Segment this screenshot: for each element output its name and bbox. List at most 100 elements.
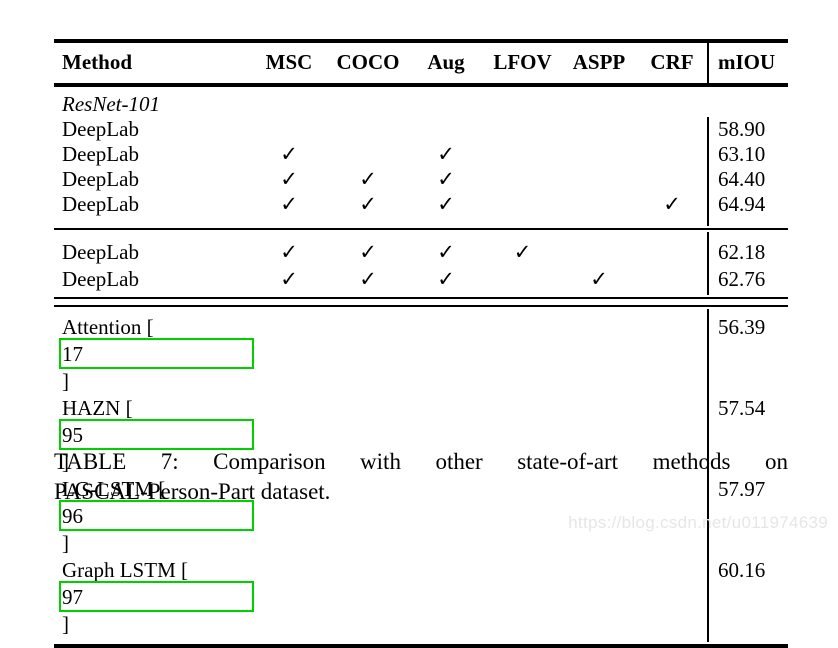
checkmark-icon: ✓ — [280, 240, 298, 264]
table-row: DeepLab ✓ ✓ ✓ ✓ 62.18 — [54, 239, 788, 266]
method-cell: ResNet-101 — [62, 92, 160, 116]
checkmark-icon: ✓ — [280, 167, 298, 191]
table-row: DeepLab 58.90 — [54, 117, 788, 142]
caption-line-2: PASCAL-Person-Part dataset. — [54, 479, 331, 504]
empty-cell — [250, 117, 328, 142]
table-row: DeepLab ✓ ✓ ✓ ✓ 62.76 — [54, 266, 788, 293]
citation-link-box — [59, 581, 254, 612]
checkmark-icon: ✓ — [663, 192, 681, 216]
table-header-row: Method MSC COCO Aug LFOV ASPP CRF mIOU — [54, 43, 788, 83]
empty-cell — [637, 117, 707, 142]
empty-cell — [328, 92, 408, 117]
empty-cell — [484, 117, 561, 142]
table-section-deeplab-extra: DeepLab ✓ ✓ ✓ ✓ 62.18 DeepLab ✓ ✓ ✓ ✓ 62.76 — [54, 230, 788, 297]
empty-cell — [328, 117, 408, 142]
empty-cell — [561, 192, 637, 217]
table-top-rule — [54, 39, 788, 43]
method-cell: DeepLab — [62, 117, 139, 141]
empty-cell — [484, 557, 561, 638]
results-table: Method MSC COCO Aug LFOV ASPP CRF mIOU ResNet-1… — [54, 39, 788, 648]
column-separator-line — [707, 43, 709, 83]
header-lfov: LFOV — [493, 50, 552, 74]
header-miou: mIOU — [718, 50, 776, 74]
method-cell: DeepLab — [62, 240, 139, 264]
empty-cell — [561, 314, 637, 395]
table-row: DeepLab ✓ ✓ 63.10 — [54, 142, 788, 167]
checkmark-icon: ✓ — [437, 167, 455, 191]
method-cell: DeepLab — [62, 267, 139, 291]
miou-value: 57.97 — [718, 477, 766, 501]
header-method: Method — [62, 50, 132, 74]
citation-link-box — [59, 419, 254, 450]
citation-number[interactable]: 95 — [59, 419, 254, 450]
method-cell: DeepLab — [62, 167, 139, 191]
checkmark-icon: ✓ — [280, 192, 298, 216]
empty-cell — [561, 117, 637, 142]
empty-cell — [637, 167, 707, 192]
miou-value: 62.76 — [718, 267, 766, 291]
double-rule-top — [54, 297, 788, 299]
header-bottom-rule — [54, 83, 788, 87]
empty-cell — [561, 167, 637, 192]
empty-cell — [637, 92, 707, 117]
checkmark-icon: ✓ — [280, 267, 298, 291]
miou-value: 63.10 — [718, 142, 766, 166]
empty-cell — [250, 314, 328, 395]
miou-value — [707, 92, 788, 117]
column-separator-line — [707, 309, 709, 642]
empty-cell — [408, 314, 484, 395]
miou-value: 56.39 — [718, 315, 766, 339]
column-separator-line — [707, 232, 709, 295]
table-row: Attention [17] 56.39 — [54, 314, 788, 395]
column-separator-line — [707, 117, 709, 226]
checkmark-icon: ✓ — [513, 240, 532, 264]
method-cell: DeepLab — [62, 142, 139, 166]
empty-cell — [561, 239, 637, 266]
checkmark-icon: ✓ — [437, 240, 455, 264]
empty-cell — [637, 142, 707, 167]
empty-cell — [484, 167, 561, 192]
table-caption: TABLE 7: Comparison with other state-of-… — [54, 447, 788, 507]
empty-cell — [484, 266, 561, 293]
header-aug: Aug — [427, 50, 465, 74]
citation-number[interactable]: 97 — [59, 581, 254, 612]
citation-number[interactable]: 96 — [59, 500, 254, 531]
empty-cell — [484, 142, 561, 167]
empty-cell — [408, 92, 484, 117]
empty-cell — [250, 557, 328, 638]
miou-value: 64.40 — [718, 167, 766, 191]
empty-cell — [408, 557, 484, 638]
empty-cell — [637, 239, 707, 266]
table-row: DeepLab ✓ ✓ ✓ ✓ 64.94 — [54, 192, 788, 217]
checkmark-icon: ✓ — [359, 192, 377, 216]
empty-cell — [561, 142, 637, 167]
table-bottom-rule — [54, 644, 788, 648]
header-crf: CRF — [650, 50, 694, 74]
checkmark-icon: ✓ — [437, 142, 455, 166]
table-row: DeepLab ✓ ✓ ✓ 64.40 — [54, 167, 788, 192]
double-rule-bottom — [54, 305, 788, 307]
caption-line-1: TABLE 7: Comparison with other state-of-… — [54, 449, 788, 474]
checkmark-icon: ✓ — [359, 267, 377, 291]
header-coco: COCO — [336, 50, 400, 74]
citation-number[interactable]: 17 — [59, 338, 254, 369]
checkmark-icon: ✓ — [437, 192, 455, 216]
checkmark-icon: ✓ — [437, 267, 455, 291]
table-row: ResNet-101 — [54, 92, 788, 117]
table-header: Method MSC COCO Aug LFOV ASPP CRF mIOU — [54, 43, 788, 83]
empty-cell — [328, 142, 408, 167]
miou-value: 58.90 — [718, 117, 766, 141]
empty-cell — [484, 314, 561, 395]
miou-value: 64.94 — [718, 192, 766, 216]
empty-cell — [484, 192, 561, 217]
section-divider-rule — [54, 228, 788, 230]
empty-cell — [408, 117, 484, 142]
checkmark-icon: ✓ — [280, 142, 298, 166]
empty-cell — [328, 557, 408, 638]
empty-cell — [561, 92, 637, 117]
empty-cell — [561, 557, 637, 638]
method-cell: DeepLab — [62, 192, 139, 216]
header-aspp: ASPP — [572, 50, 626, 74]
citation-link-box — [59, 338, 254, 369]
miou-value: 62.18 — [718, 240, 766, 264]
